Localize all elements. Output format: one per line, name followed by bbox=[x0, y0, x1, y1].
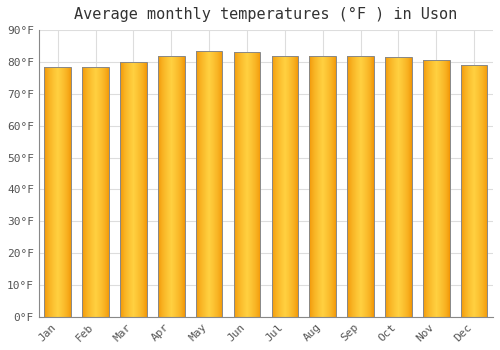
Bar bbox=[120, 62, 146, 317]
Bar bbox=[423, 60, 450, 317]
Bar bbox=[461, 65, 487, 317]
Bar bbox=[310, 56, 336, 317]
Bar bbox=[348, 56, 374, 317]
Bar bbox=[272, 56, 298, 317]
Bar bbox=[385, 57, 411, 317]
Bar bbox=[196, 51, 222, 317]
Bar bbox=[158, 56, 184, 317]
Bar bbox=[44, 67, 71, 317]
Bar bbox=[234, 52, 260, 317]
Bar bbox=[82, 67, 109, 317]
Title: Average monthly temperatures (°F ) in Uson: Average monthly temperatures (°F ) in Us… bbox=[74, 7, 458, 22]
